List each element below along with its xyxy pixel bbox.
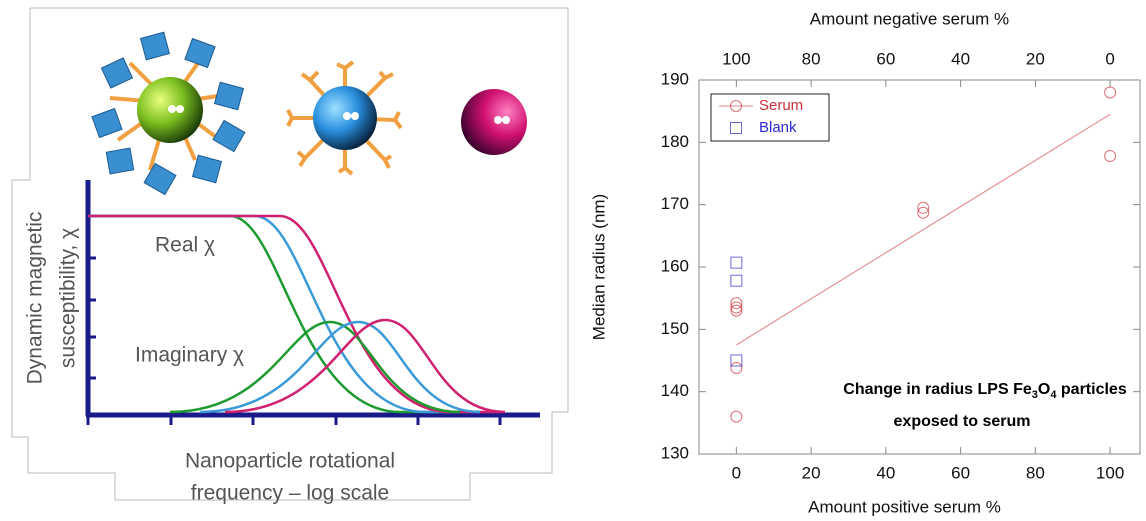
point bbox=[730, 256, 743, 269]
point bbox=[917, 206, 930, 219]
annotation-part: particles bbox=[1056, 381, 1126, 398]
annotation-part: Change in radius LPS Fe bbox=[843, 381, 1032, 398]
y-tick-label: 180 bbox=[661, 132, 689, 151]
point bbox=[730, 297, 743, 310]
point bbox=[730, 410, 743, 423]
panel-frame bbox=[11, 7, 569, 501]
annotation: exposed to serum bbox=[894, 413, 1031, 430]
legend-marker bbox=[730, 122, 742, 134]
x-tick-label: 80 bbox=[1026, 463, 1045, 482]
y-tick-label: 130 bbox=[661, 443, 689, 462]
diagram-y-label: Dynamic magnetic susceptibility, χ bbox=[24, 212, 80, 385]
annotation-part: O bbox=[1038, 381, 1050, 398]
point bbox=[730, 361, 743, 374]
x-tick-label: 100 bbox=[1096, 463, 1124, 482]
y-axis-label: Median radius (nm) bbox=[589, 194, 608, 340]
susceptibility-curves bbox=[88, 214, 506, 414]
point bbox=[730, 354, 743, 367]
y-label-line: susceptibility, χ bbox=[57, 228, 80, 368]
highlights bbox=[168, 105, 510, 124]
x-tick-label: 60 bbox=[951, 463, 970, 482]
legend-label: Blank bbox=[759, 119, 797, 136]
y-tick-label: 140 bbox=[661, 381, 689, 400]
annotation-part: 3 bbox=[1032, 389, 1038, 401]
y-tick-label: 190 bbox=[661, 69, 689, 88]
real-label: Real χ bbox=[155, 234, 215, 257]
annotation-part: 4 bbox=[1050, 389, 1057, 401]
annotation: Change in radius LPS Fe3O4 particles bbox=[843, 381, 1127, 401]
x2-tick-label: 60 bbox=[876, 49, 895, 68]
imaginary-label: Imaginary χ bbox=[135, 344, 244, 367]
y-tick-label: 170 bbox=[661, 194, 689, 213]
x-axis-label: Amount positive serum % bbox=[808, 497, 1001, 516]
point bbox=[917, 201, 930, 214]
x2-tick-label: 0 bbox=[1105, 49, 1114, 68]
y-tick-label: 150 bbox=[661, 319, 689, 338]
x-label-line: Nanoparticle rotational bbox=[185, 450, 395, 473]
point bbox=[1104, 86, 1117, 99]
y-label-line: Dynamic magnetic bbox=[24, 212, 47, 385]
x-tick-label: 0 bbox=[732, 463, 741, 482]
y-tick-label: 160 bbox=[661, 256, 689, 275]
x2-axis-label: Amount negative serum % bbox=[810, 9, 1009, 28]
x2-tick-label: 100 bbox=[722, 49, 750, 68]
point bbox=[1104, 150, 1117, 163]
x2-tick-label: 40 bbox=[951, 49, 970, 68]
legend-label: Serum bbox=[759, 97, 803, 114]
particle-core bbox=[461, 89, 527, 155]
x-label-line: frequency – log scale bbox=[191, 482, 389, 505]
trend-line bbox=[736, 113, 1111, 346]
x-tick-label: 40 bbox=[876, 463, 895, 482]
x2-tick-label: 80 bbox=[802, 49, 821, 68]
point bbox=[730, 301, 743, 314]
x2-tick-label: 20 bbox=[1026, 49, 1045, 68]
x-tick-label: 20 bbox=[802, 463, 821, 482]
point bbox=[730, 304, 743, 317]
antigen-blocks bbox=[91, 31, 246, 196]
legend-marker bbox=[730, 100, 742, 112]
point bbox=[730, 274, 743, 287]
